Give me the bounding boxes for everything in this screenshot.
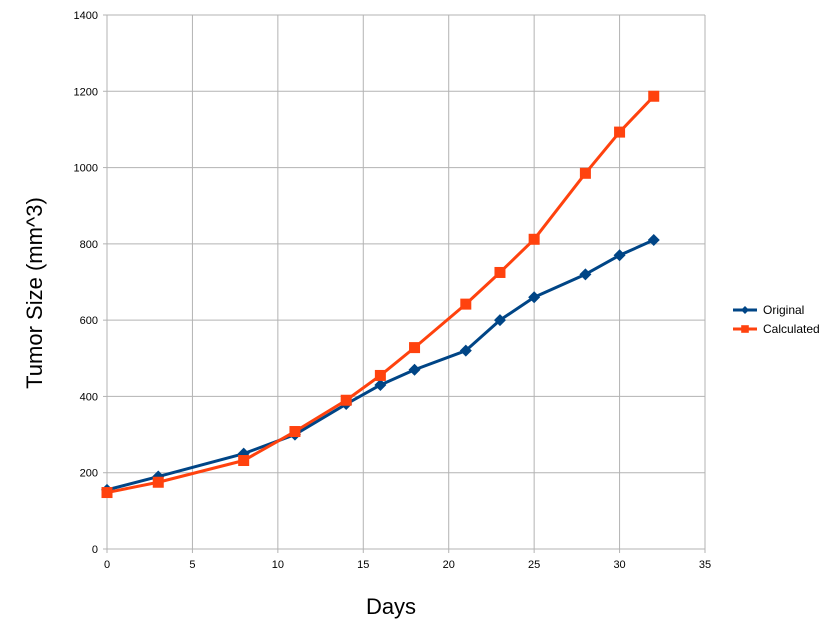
data-point-original bbox=[613, 249, 626, 262]
x-tick-label: 5 bbox=[189, 559, 195, 571]
data-point-calculated bbox=[528, 233, 540, 245]
x-tick-label: 20 bbox=[443, 559, 455, 571]
data-point-calculated bbox=[340, 394, 352, 406]
x-tick-label: 30 bbox=[613, 559, 625, 571]
series bbox=[101, 90, 660, 499]
data-point-original bbox=[647, 234, 660, 247]
grid bbox=[106, 14, 706, 550]
series-line-original bbox=[106, 238, 655, 492]
data-point-calculated bbox=[648, 90, 660, 102]
y-tick-label: 1400 bbox=[74, 10, 98, 22]
axes: 0 200 400 600 800 1000 1200 1400 0 5 10 15 20 25 30 35 bbox=[74, 10, 712, 571]
data-point-calculated bbox=[579, 167, 591, 179]
data-point-calculated bbox=[289, 426, 301, 438]
y-tick-label: 800 bbox=[80, 239, 98, 251]
x-tick-label: 15 bbox=[357, 559, 369, 571]
data-point-original bbox=[528, 291, 541, 304]
y-tick-label: 1200 bbox=[74, 86, 98, 98]
y-axis-title: Tumor Size (mm^3) bbox=[22, 197, 47, 389]
legend-label-original: Original bbox=[763, 303, 804, 317]
x-tick-label: 0 bbox=[104, 559, 110, 571]
y-tick-label: 200 bbox=[80, 468, 98, 480]
x-tick-label: 35 bbox=[699, 559, 711, 571]
y-tick-label: 0 bbox=[92, 544, 98, 556]
data-point-calculated bbox=[614, 126, 626, 138]
data-point-original bbox=[374, 378, 387, 391]
data-point-calculated bbox=[460, 298, 472, 310]
x-tick-label: 10 bbox=[272, 559, 284, 571]
y-tick-label: 400 bbox=[80, 391, 98, 403]
data-point-calculated bbox=[494, 266, 506, 278]
x-axis-title: Days bbox=[366, 594, 416, 619]
data-point-calculated bbox=[101, 487, 113, 499]
y-tick-label: 1000 bbox=[74, 163, 98, 175]
legend-label-calculated: Calculated bbox=[763, 322, 820, 336]
y-tick-label: 600 bbox=[80, 315, 98, 327]
legend-marker-calculated bbox=[741, 325, 749, 333]
data-point-calculated bbox=[374, 369, 386, 381]
legend-marker-original bbox=[741, 306, 749, 314]
data-point-original bbox=[493, 314, 506, 327]
legend: Original Calculated bbox=[733, 303, 820, 336]
x-tick-label: 25 bbox=[528, 559, 540, 571]
data-point-original bbox=[408, 363, 421, 376]
series-line-calculated bbox=[106, 95, 655, 495]
data-point-original bbox=[459, 344, 472, 357]
data-point-original bbox=[579, 268, 592, 281]
data-point-calculated bbox=[152, 476, 164, 488]
data-point-calculated bbox=[238, 455, 250, 467]
data-point-calculated bbox=[409, 342, 421, 354]
